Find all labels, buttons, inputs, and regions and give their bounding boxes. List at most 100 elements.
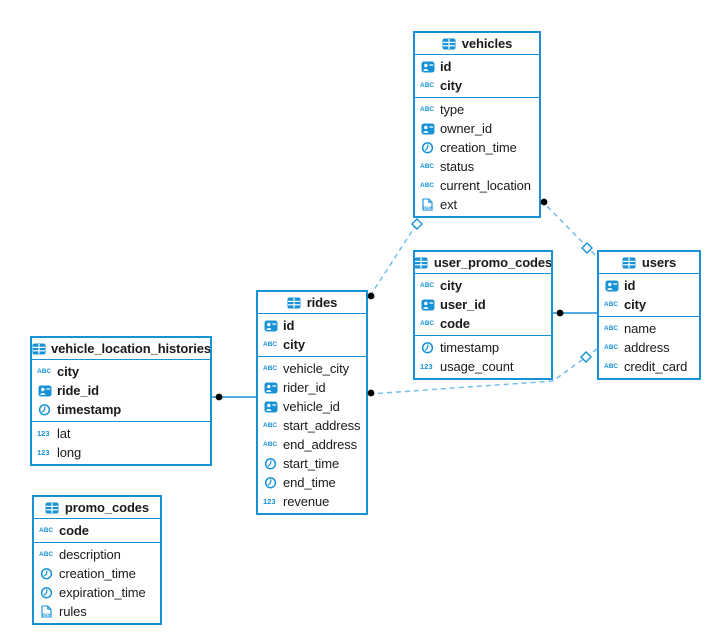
column-name: long — [57, 445, 82, 460]
column-owner_id: owner_id — [415, 119, 539, 138]
column-vehicle_city: ABC vehicle_city — [258, 359, 366, 378]
column-end_address: ABC end_address — [258, 435, 366, 454]
column-name: ABC name — [599, 319, 699, 338]
table-header[interactable]: promo_codes — [34, 497, 160, 519]
column-name: lat — [57, 426, 71, 441]
column-city: ABC city — [258, 335, 366, 354]
column-name: revenue — [283, 494, 330, 509]
column-name: timestamp — [57, 402, 122, 417]
column-city: ABC city — [415, 76, 539, 95]
columns-section: timestamp 123 usage_count — [415, 335, 551, 378]
table-user_promo_codes[interactable]: user_promo_codes ABC city user_id ABC code tim… — [413, 250, 553, 380]
column-id: id — [415, 57, 539, 76]
column-long: 123 long — [32, 443, 210, 462]
json-icon: JSON — [420, 198, 435, 211]
text-abc-icon: ABC — [420, 182, 435, 189]
columns-section: ABC vehicle_city rider_id vehicle_id ABC star… — [258, 356, 366, 513]
id-icon — [263, 400, 278, 413]
table-promo_codes[interactable]: promo_codes ABC code ABC description creation… — [32, 495, 162, 625]
column-name: status — [440, 159, 475, 174]
table-icon — [287, 296, 302, 309]
number-123-icon: 123 — [37, 448, 50, 457]
text-abc-icon: ABC — [37, 368, 52, 375]
column-name: user_id — [440, 297, 486, 312]
column-code: ABC code — [34, 521, 160, 540]
table-header[interactable]: vehicle_location_histories — [32, 338, 210, 360]
column-timestamp: timestamp — [32, 400, 210, 419]
table-users[interactable]: users id ABC city ABC name ABC address ABC credit… — [597, 250, 701, 380]
column-id: id — [599, 276, 699, 295]
text-abc-icon: ABC — [263, 422, 278, 429]
column-name: end_address — [283, 437, 358, 452]
column-name: rules — [59, 604, 87, 619]
clock-icon — [420, 341, 435, 354]
column-lat: 123 lat — [32, 424, 210, 443]
column-creation_time: creation_time — [34, 564, 160, 583]
column-credit_card: ABC credit_card — [599, 357, 699, 376]
column-name: vehicle_city — [283, 361, 349, 376]
table-header[interactable]: vehicles — [415, 33, 539, 55]
text-abc-icon: ABC — [604, 325, 619, 332]
column-vehicle_id: vehicle_id — [258, 397, 366, 416]
text-abc-icon: ABC — [263, 365, 278, 372]
text-abc-icon: ABC — [39, 527, 54, 534]
column-creation_time: creation_time — [415, 138, 539, 157]
table-name: vehicle_location_histories — [51, 341, 210, 356]
text-abc-icon: ABC — [420, 82, 435, 89]
column-description: ABC description — [34, 545, 160, 564]
column-name: id — [440, 59, 452, 74]
table-name: user_promo_codes — [433, 255, 551, 270]
column-status: ABC status — [415, 157, 539, 176]
table-vehicle_location_histories[interactable]: vehicle_location_histories ABC city ride_id… — [30, 336, 212, 466]
clock-icon — [39, 567, 54, 580]
column-name: timestamp — [440, 340, 500, 355]
column-name: vehicle_id — [283, 399, 340, 414]
table-name: rides — [306, 295, 338, 310]
columns-section: ABC description creation_time expiration_ti… — [34, 542, 160, 623]
text-abc-icon: ABC — [420, 106, 435, 113]
column-name: credit_card — [624, 359, 688, 374]
table-header[interactable]: user_promo_codes — [415, 252, 551, 274]
column-name: creation_time — [59, 566, 136, 581]
column-name: name — [624, 321, 657, 336]
id-icon — [37, 384, 52, 397]
column-city: ABC city — [32, 362, 210, 381]
primary-key-section: id ABC city — [599, 274, 699, 316]
table-header[interactable]: users — [599, 252, 699, 274]
column-user_id: user_id — [415, 295, 551, 314]
column-rider_id: rider_id — [258, 378, 366, 397]
text-abc-icon: ABC — [263, 441, 278, 448]
table-name: vehicles — [461, 36, 513, 51]
id-icon — [420, 60, 435, 73]
column-name: end_time — [283, 475, 336, 490]
svg-text:JSON: JSON — [422, 205, 433, 210]
column-name: address — [624, 340, 670, 355]
column-name: owner_id — [440, 121, 492, 136]
clock-icon — [420, 141, 435, 154]
column-name: city — [440, 78, 463, 93]
number-123-icon: 123 — [420, 362, 433, 371]
table-name: users — [641, 255, 677, 270]
column-name: city — [624, 297, 647, 312]
column-name: id — [624, 278, 636, 293]
column-code: ABC code — [415, 314, 551, 333]
column-name: start_address — [283, 418, 361, 433]
column-timestamp: timestamp — [415, 338, 551, 357]
text-abc-icon: ABC — [604, 363, 619, 370]
table-icon — [415, 256, 429, 269]
column-name: code — [59, 523, 89, 538]
table-icon — [622, 256, 637, 269]
table-name: promo_codes — [64, 500, 150, 515]
text-abc-icon: ABC — [420, 163, 435, 170]
table-vehicles[interactable]: vehicles id ABC city ABC type owner_id creation… — [413, 31, 541, 218]
column-name: description — [59, 547, 121, 562]
primary-key-section: id ABC city — [415, 55, 539, 97]
primary-key-section: id ABC city — [258, 314, 366, 356]
json-icon: JSON — [39, 605, 54, 618]
table-header[interactable]: rides — [258, 292, 366, 314]
column-city: ABC city — [415, 276, 551, 295]
column-name: creation_time — [440, 140, 517, 155]
clock-icon — [263, 457, 278, 470]
